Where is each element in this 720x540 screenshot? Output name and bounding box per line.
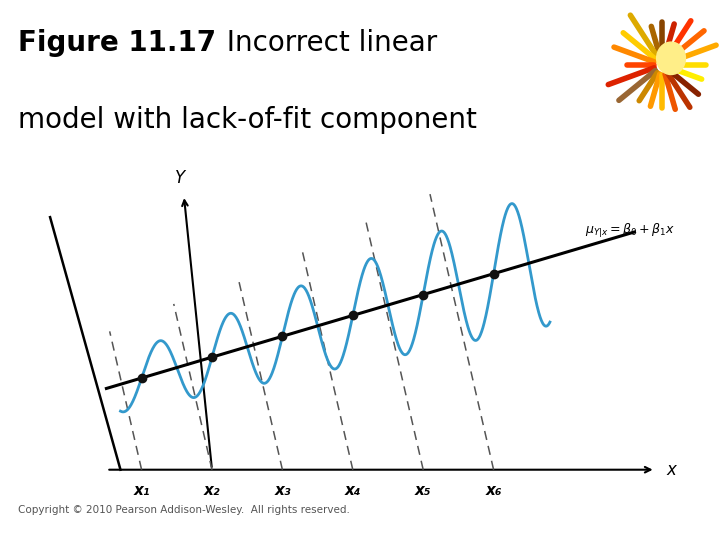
Text: x₅: x₅ <box>415 483 431 498</box>
Text: x₃: x₃ <box>274 483 291 498</box>
Text: 31: 31 <box>636 499 675 527</box>
Circle shape <box>657 42 685 75</box>
Text: Figure 11.17: Figure 11.17 <box>18 29 216 57</box>
Text: Y: Y <box>175 169 185 187</box>
Text: x₁: x₁ <box>133 483 150 498</box>
Text: Copyright © 2010 Pearson Addison-Wesley.  All rights reserved.: Copyright © 2010 Pearson Addison-Wesley.… <box>18 505 350 515</box>
Text: x₄: x₄ <box>345 483 361 498</box>
Text: Incorrect linear: Incorrect linear <box>209 29 437 57</box>
Text: x: x <box>666 461 676 479</box>
Text: $\mu_{Y|x}=\beta_0 + \beta_1 x$: $\mu_{Y|x}=\beta_0 + \beta_1 x$ <box>585 222 675 240</box>
Text: model with lack-of-fit component: model with lack-of-fit component <box>18 106 477 134</box>
Text: x₂: x₂ <box>204 483 220 498</box>
Text: x₆: x₆ <box>485 483 502 498</box>
